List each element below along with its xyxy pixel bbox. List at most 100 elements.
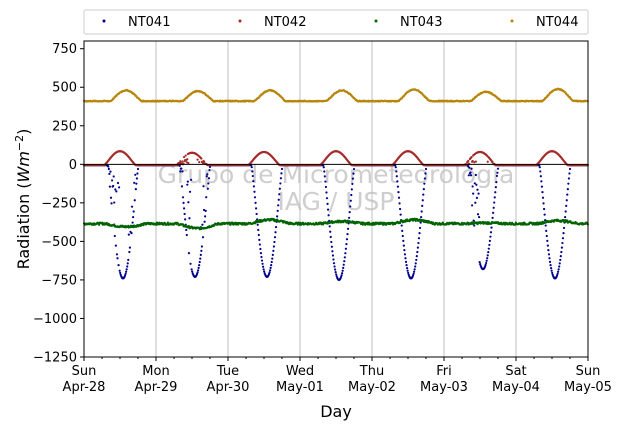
data-point xyxy=(548,260,552,263)
x-tick-date: Apr-30 xyxy=(207,380,250,395)
data-point xyxy=(263,270,266,273)
data-point xyxy=(198,161,201,164)
data-point xyxy=(550,269,553,272)
data-point xyxy=(127,233,130,236)
x-tick-day: Fri xyxy=(436,364,452,379)
data-point xyxy=(470,167,473,170)
data-point xyxy=(187,201,190,204)
data-point xyxy=(565,204,568,207)
data-point xyxy=(549,264,552,267)
data-point xyxy=(470,204,474,207)
data-point xyxy=(491,160,494,164)
data-point xyxy=(189,262,192,265)
y-tick-label: −1250 xyxy=(33,351,77,366)
data-point xyxy=(132,210,135,213)
data-point xyxy=(114,188,117,191)
y-tick-label: 500 xyxy=(52,81,77,96)
data-point xyxy=(552,220,555,223)
data-point xyxy=(565,199,568,202)
data-point xyxy=(331,254,335,257)
data-point xyxy=(323,175,326,178)
data-point xyxy=(562,232,565,235)
data-point xyxy=(135,177,139,180)
data-point xyxy=(273,236,277,239)
data-point xyxy=(415,258,418,261)
data-point xyxy=(344,247,347,250)
data-point xyxy=(134,187,137,191)
data-point xyxy=(470,156,473,159)
data-point xyxy=(269,266,272,269)
data-point xyxy=(278,187,281,190)
data-point xyxy=(327,214,330,217)
data-point xyxy=(420,210,423,213)
x-tick-date: May-04 xyxy=(492,380,540,395)
series-layer xyxy=(82,87,589,282)
data-point xyxy=(399,213,402,216)
data-point xyxy=(401,229,404,232)
data-point xyxy=(473,182,476,185)
data-point xyxy=(335,273,338,276)
data-point xyxy=(207,177,211,180)
data-point xyxy=(116,181,120,185)
data-point xyxy=(407,271,410,275)
data-point xyxy=(322,166,325,169)
data-point xyxy=(197,269,200,272)
x-axis-label: Day xyxy=(320,402,352,421)
data-point xyxy=(198,260,201,264)
data-point xyxy=(418,226,422,230)
data-point xyxy=(493,201,496,204)
data-point xyxy=(108,172,111,175)
legend-marker xyxy=(374,19,378,23)
data-point xyxy=(332,258,335,261)
data-point xyxy=(344,252,347,255)
data-point xyxy=(200,157,203,160)
x-tick-day: Tue xyxy=(216,364,239,379)
data-point xyxy=(280,172,283,175)
data-point xyxy=(559,255,562,258)
data-point xyxy=(274,231,277,234)
data-point xyxy=(555,274,559,277)
data-point xyxy=(492,206,495,209)
data-point xyxy=(540,180,543,183)
data-point xyxy=(413,268,416,271)
data-point xyxy=(352,172,355,175)
data-point xyxy=(257,228,260,232)
data-point xyxy=(179,160,182,163)
data-point xyxy=(199,253,202,256)
data-point xyxy=(252,180,255,183)
data-point xyxy=(108,185,112,188)
data-point xyxy=(351,182,354,186)
data-point xyxy=(278,193,281,196)
data-point xyxy=(422,193,425,196)
data-point xyxy=(253,190,256,193)
data-point xyxy=(495,174,499,178)
data-point xyxy=(546,244,549,247)
legend-marker xyxy=(510,19,514,23)
data-point xyxy=(190,268,193,271)
data-point xyxy=(411,274,415,277)
data-point xyxy=(476,213,480,216)
data-point xyxy=(341,272,344,275)
data-point xyxy=(133,181,136,184)
data-point xyxy=(561,241,564,245)
data-point xyxy=(273,240,276,244)
data-point xyxy=(134,173,137,176)
data-point xyxy=(260,259,264,262)
data-point xyxy=(135,182,138,185)
data-point xyxy=(117,264,120,267)
data-point xyxy=(398,207,402,211)
data-point xyxy=(205,175,208,178)
data-point xyxy=(417,241,420,245)
data-point xyxy=(258,243,261,246)
series-NT044 xyxy=(82,87,589,103)
data-point xyxy=(133,199,136,202)
legend-label: NT044 xyxy=(536,15,578,30)
data-point xyxy=(251,174,254,178)
data-point xyxy=(475,196,479,199)
data-point xyxy=(351,177,355,180)
data-point xyxy=(495,181,498,184)
y-tick-label: 250 xyxy=(52,119,77,134)
data-point xyxy=(180,167,183,170)
data-point xyxy=(479,263,482,266)
data-point xyxy=(548,257,551,260)
